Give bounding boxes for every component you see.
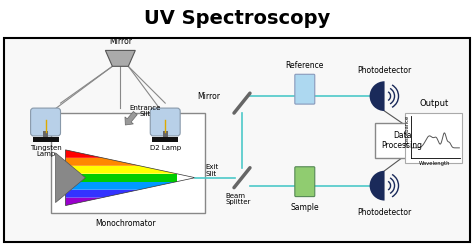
- FancyArrow shape: [125, 111, 137, 125]
- Text: Photodetector: Photodetector: [357, 208, 412, 217]
- FancyBboxPatch shape: [295, 167, 315, 197]
- Polygon shape: [65, 150, 195, 206]
- Text: Output: Output: [420, 99, 449, 108]
- Bar: [33, 137, 58, 142]
- Polygon shape: [65, 190, 139, 198]
- Bar: [152, 137, 178, 142]
- Text: Data: Data: [393, 131, 411, 140]
- Text: Splitter: Splitter: [225, 199, 250, 205]
- Polygon shape: [65, 166, 177, 174]
- Text: Mirror: Mirror: [197, 92, 220, 101]
- Text: Beam: Beam: [225, 193, 245, 199]
- Wedge shape: [370, 81, 384, 111]
- Text: Monochromator: Monochromator: [95, 219, 155, 228]
- FancyBboxPatch shape: [150, 108, 180, 136]
- Text: Photodetector: Photodetector: [357, 66, 412, 75]
- Bar: [51, 113, 205, 213]
- Bar: [404, 113, 462, 163]
- Text: Slit: Slit: [140, 111, 151, 117]
- Text: Slit: Slit: [205, 171, 216, 177]
- Polygon shape: [65, 182, 177, 190]
- Text: Processing: Processing: [382, 141, 422, 150]
- Bar: [163, 131, 168, 138]
- Bar: [43, 131, 48, 138]
- Text: D2 Lamp: D2 Lamp: [150, 145, 181, 151]
- Text: Lamp: Lamp: [36, 151, 55, 157]
- Text: Entrance: Entrance: [129, 105, 161, 111]
- Wedge shape: [370, 171, 384, 201]
- Text: Wavelength: Wavelength: [419, 161, 450, 166]
- Text: Sample: Sample: [291, 203, 319, 212]
- FancyBboxPatch shape: [295, 74, 315, 104]
- Text: Reference: Reference: [286, 61, 324, 70]
- Polygon shape: [105, 50, 135, 66]
- Bar: [4, 38, 470, 242]
- Text: Absorbance: Absorbance: [405, 114, 410, 146]
- Polygon shape: [65, 174, 177, 182]
- Text: Tungsten: Tungsten: [30, 145, 62, 151]
- Polygon shape: [65, 198, 102, 206]
- Polygon shape: [65, 158, 139, 166]
- Text: UV Spectroscopy: UV Spectroscopy: [144, 9, 330, 28]
- Polygon shape: [55, 153, 85, 203]
- Polygon shape: [65, 150, 102, 158]
- Bar: [374, 123, 429, 158]
- FancyBboxPatch shape: [31, 108, 61, 136]
- Text: Exit: Exit: [205, 164, 219, 170]
- Text: Mirror: Mirror: [109, 37, 132, 46]
